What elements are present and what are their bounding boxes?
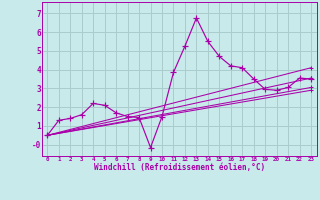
- X-axis label: Windchill (Refroidissement éolien,°C): Windchill (Refroidissement éolien,°C): [94, 163, 265, 172]
